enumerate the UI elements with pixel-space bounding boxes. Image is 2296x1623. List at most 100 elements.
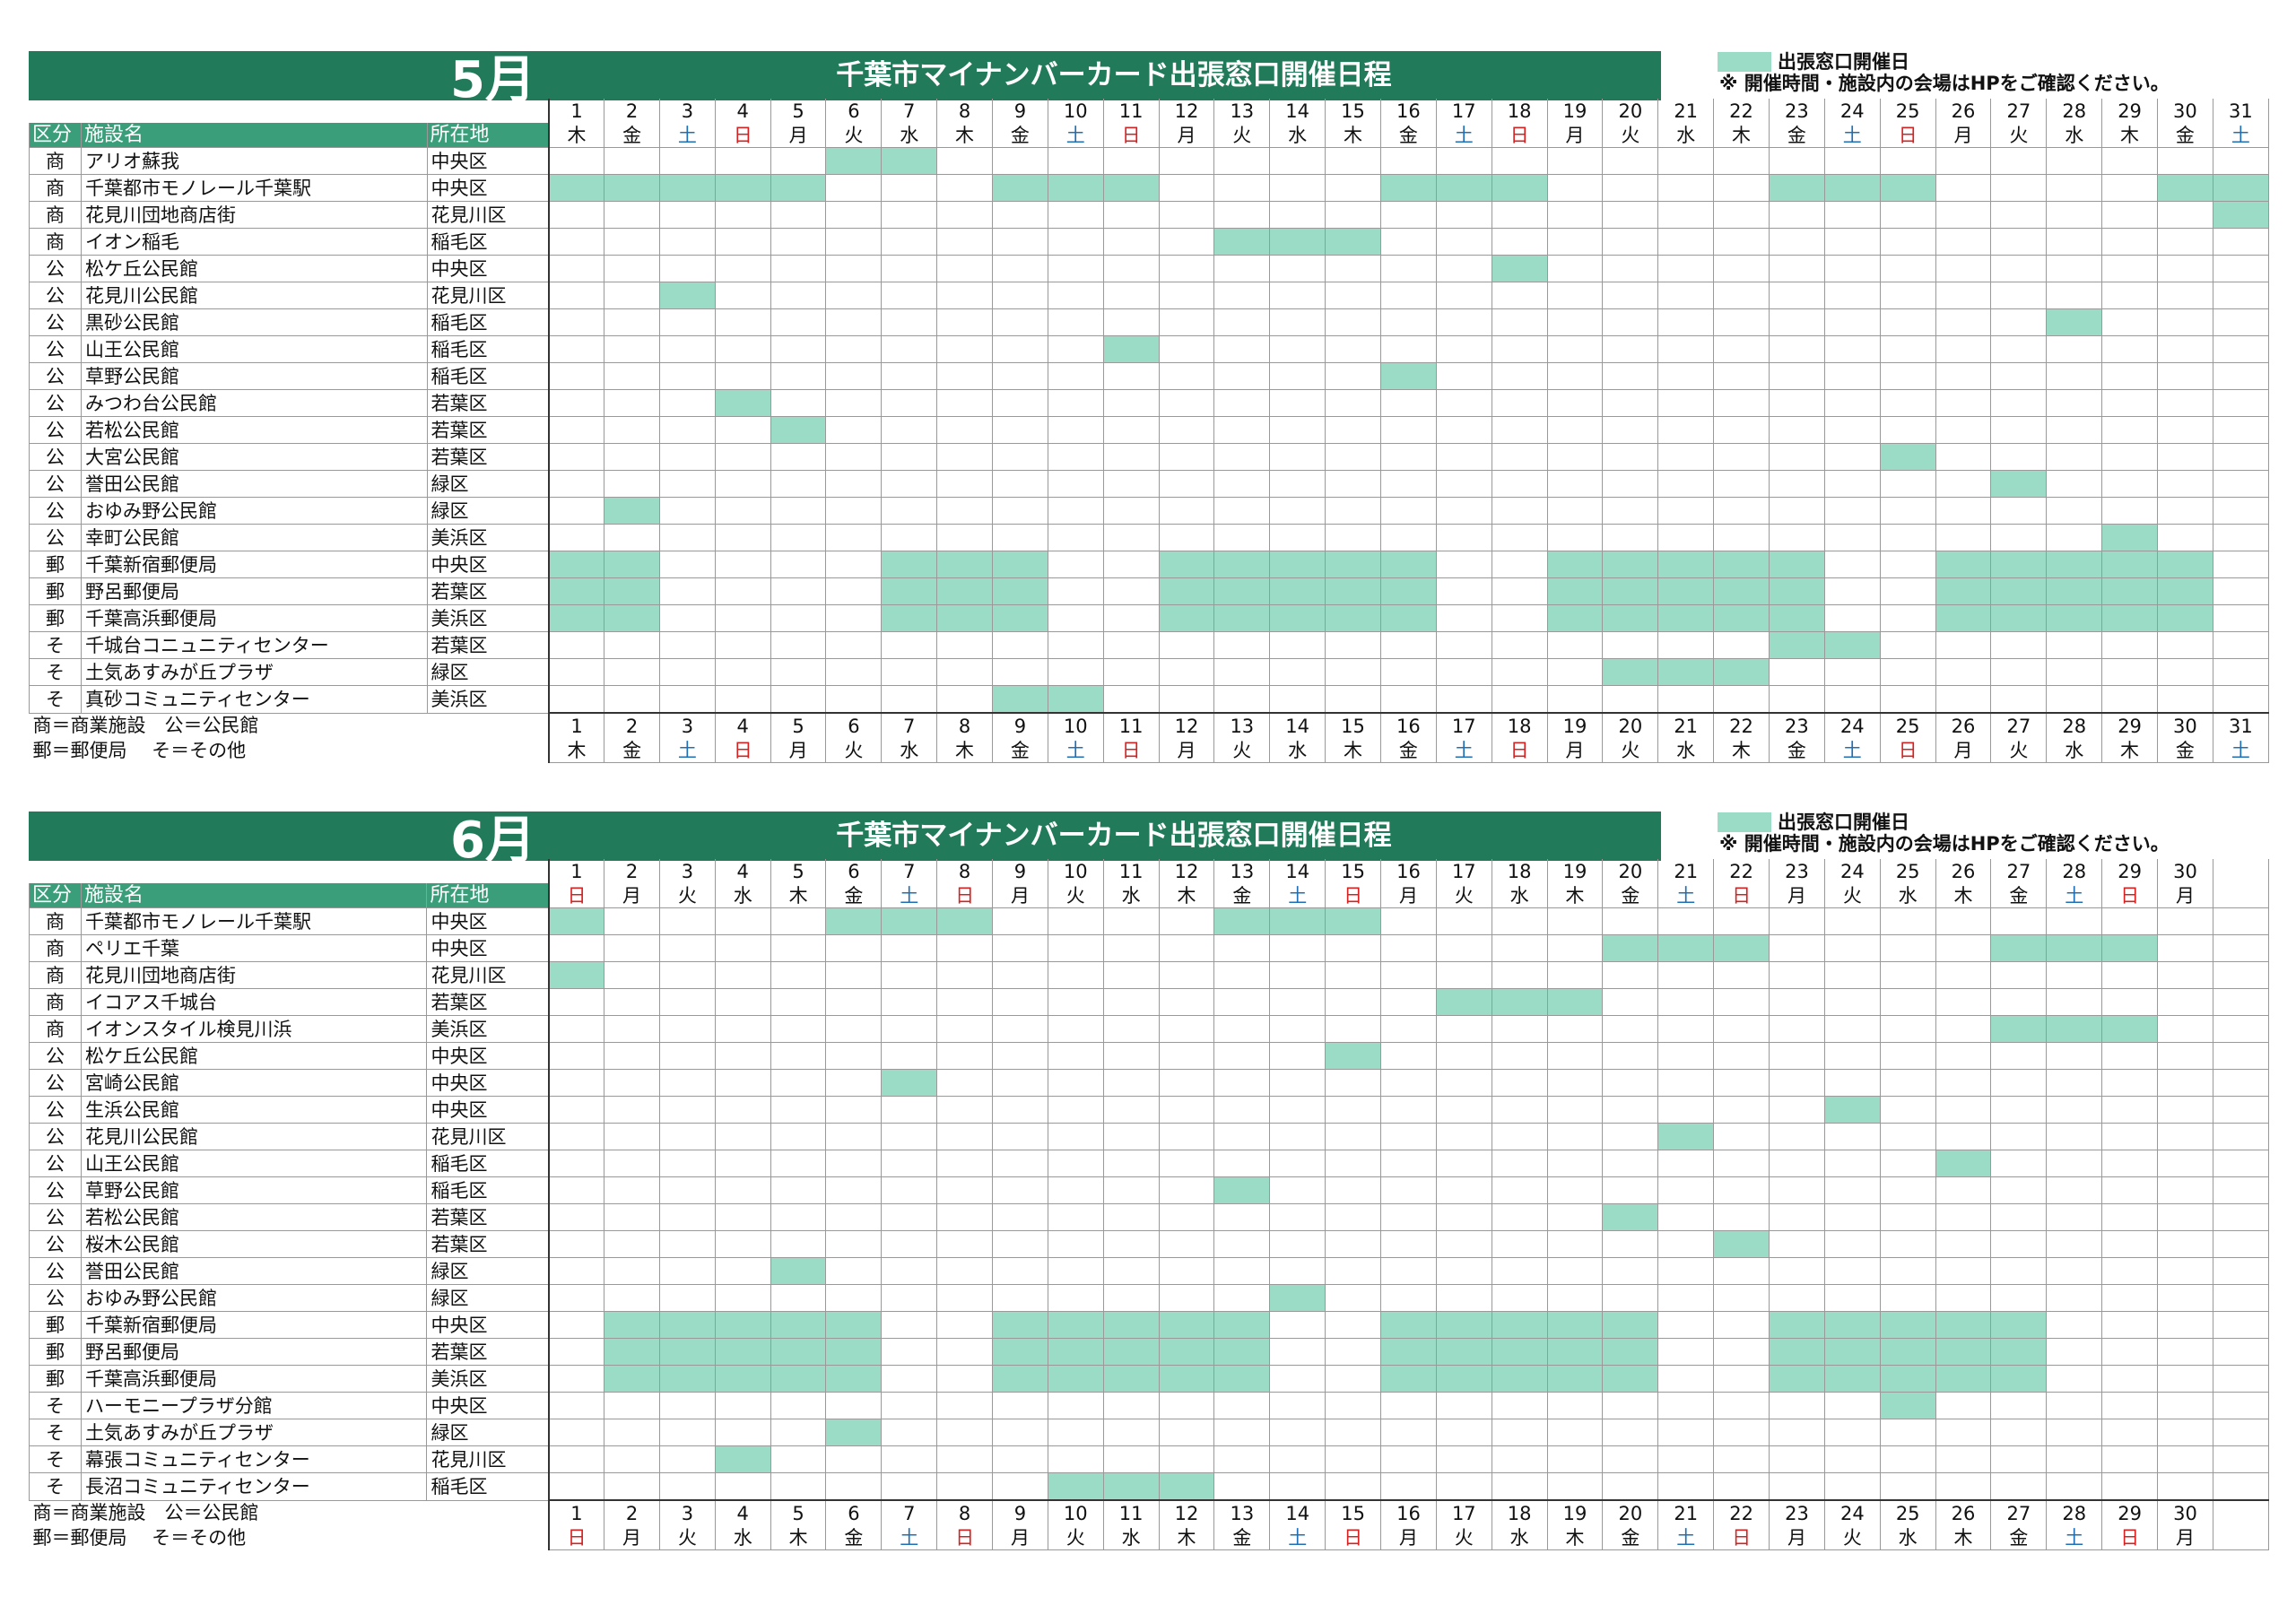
schedule-cell bbox=[1546, 1392, 1604, 1419]
schedule-cell bbox=[881, 416, 938, 444]
day-number-cell: 28 bbox=[2046, 712, 2103, 738]
schedule-cell bbox=[1657, 443, 1715, 471]
schedule-cell bbox=[1546, 416, 1604, 444]
schedule-cell bbox=[2046, 577, 2103, 605]
schedule-cell bbox=[1990, 497, 2048, 525]
schedule-cell bbox=[770, 1392, 827, 1419]
facility-row: そ真砂コミュニティセンター 美浜区 bbox=[29, 685, 2270, 714]
schedule-cell bbox=[714, 308, 771, 336]
facility-name: 若松公民館 bbox=[80, 1203, 428, 1231]
schedule-cell bbox=[770, 1015, 827, 1043]
schedule-cell bbox=[1879, 416, 1936, 444]
schedule-cell bbox=[1047, 1203, 1104, 1231]
schedule-cell bbox=[1823, 470, 1881, 498]
schedule-cell bbox=[770, 416, 827, 444]
category-cell: 公 bbox=[29, 282, 82, 309]
schedule-cell bbox=[2212, 577, 2270, 605]
schedule-cell bbox=[1823, 1042, 1881, 1070]
ward-header: 所在地 bbox=[426, 123, 550, 148]
schedule-cell bbox=[547, 443, 605, 471]
schedule-cell bbox=[1491, 416, 1548, 444]
facility-row: 公草野公民館 稲毛区 bbox=[29, 1176, 2270, 1204]
schedule-cell bbox=[1935, 524, 1992, 551]
schedule-cell bbox=[2212, 282, 2270, 309]
schedule-cell bbox=[1047, 1230, 1104, 1258]
schedule-cell bbox=[1823, 1015, 1881, 1043]
schedule-cell bbox=[2212, 1123, 2270, 1150]
facility-row: そ千城台コニュニティセンター 若葉区 bbox=[29, 631, 2270, 659]
schedule-cell bbox=[1823, 389, 1881, 417]
category-cell: 公 bbox=[29, 362, 82, 390]
schedule-cell bbox=[1269, 1096, 1326, 1124]
schedule-cell bbox=[1602, 1123, 1659, 1150]
schedule-cell bbox=[1546, 907, 1604, 935]
category-cell: 商 bbox=[29, 1015, 82, 1043]
schedule-cell bbox=[1158, 1176, 1215, 1204]
schedule-cell bbox=[1213, 147, 1271, 175]
weekday-cell: 金 bbox=[1602, 1525, 1659, 1550]
schedule-cell bbox=[1379, 497, 1437, 525]
day-number-cell: 16 bbox=[1379, 99, 1437, 123]
schedule-cell bbox=[1769, 1284, 1825, 1312]
schedule-cell bbox=[1158, 1015, 1215, 1043]
schedule-cell bbox=[604, 255, 660, 282]
schedule-cell bbox=[1546, 174, 1604, 202]
schedule-cell bbox=[659, 282, 716, 309]
schedule-cell bbox=[2046, 961, 2103, 989]
schedule-cell bbox=[547, 1230, 605, 1258]
weekday-cell: 日 bbox=[1102, 123, 1160, 148]
schedule-cell bbox=[659, 551, 716, 578]
schedule-cell bbox=[1935, 1015, 1992, 1043]
schedule-cell bbox=[881, 1472, 938, 1501]
schedule-cell bbox=[2157, 1257, 2213, 1285]
category-cell: 公 bbox=[29, 1042, 82, 1070]
schedule-cell bbox=[992, 1257, 1048, 1285]
schedule-cell bbox=[1657, 1123, 1715, 1150]
schedule-cell bbox=[936, 416, 993, 444]
schedule-cell bbox=[1047, 1445, 1104, 1473]
schedule-cell bbox=[991, 631, 1048, 659]
schedule-cell bbox=[1491, 1096, 1548, 1124]
schedule-table: 1 2 3 4 5 6 7 8 9 10 11 12 13 14 15 16 17 18 19 20 21 22 23 24 2… bbox=[29, 859, 2270, 1550]
schedule-cell bbox=[825, 551, 883, 578]
schedule-cell bbox=[547, 228, 605, 256]
schedule-cell bbox=[770, 1284, 827, 1312]
weekday-cell: 金 bbox=[1379, 738, 1437, 763]
schedule-cell bbox=[1713, 631, 1770, 659]
schedule-cell bbox=[547, 1472, 605, 1501]
schedule-cell bbox=[1269, 1069, 1326, 1097]
schedule-cell bbox=[1269, 658, 1326, 686]
schedule-cell bbox=[1602, 1203, 1659, 1231]
schedule-cell bbox=[1823, 1069, 1881, 1097]
footer-day-row: 商＝商業施設 公＝公民館 1 2 3 4 5 6 7 8 9 10 11 12 13 14 15 16 17 18 1… bbox=[30, 712, 2270, 738]
ward-cell: 中央区 bbox=[426, 174, 550, 202]
schedule-cell bbox=[1546, 201, 1604, 229]
schedule-cell bbox=[1657, 1472, 1715, 1501]
schedule-cell bbox=[825, 1015, 883, 1043]
weekday-cell: 木 bbox=[1158, 1525, 1215, 1550]
day-number-cell: 6 bbox=[825, 859, 883, 883]
schedule-cell bbox=[1602, 1392, 1659, 1419]
day-number-cell: 15 bbox=[1325, 99, 1381, 123]
schedule-cell bbox=[1491, 201, 1548, 229]
day-number-cell: 28 bbox=[2046, 859, 2103, 883]
facility-name: 松ケ丘公民館 bbox=[80, 1042, 428, 1070]
schedule-cell bbox=[992, 1069, 1048, 1097]
schedule-cell bbox=[2101, 174, 2158, 202]
schedule-cell bbox=[1769, 1069, 1825, 1097]
schedule-cell bbox=[1935, 362, 1992, 390]
schedule-cell bbox=[658, 1176, 716, 1204]
day-number-cell: 5 bbox=[770, 712, 827, 738]
schedule-cell bbox=[2046, 1419, 2103, 1446]
weekday-cell: 木 bbox=[1713, 123, 1770, 148]
schedule-cell bbox=[604, 1284, 660, 1312]
ward-cell: 花見川区 bbox=[426, 201, 550, 229]
category-header: 区分 bbox=[29, 123, 82, 148]
schedule-cell bbox=[2156, 685, 2213, 714]
schedule-cell bbox=[547, 1015, 605, 1043]
schedule-cell bbox=[1769, 1230, 1825, 1258]
schedule-cell bbox=[825, 416, 883, 444]
schedule-cell bbox=[547, 961, 605, 989]
schedule-cell bbox=[2101, 1042, 2159, 1070]
facility-row: 郵野呂郵便局 若葉区 bbox=[29, 1338, 2270, 1366]
